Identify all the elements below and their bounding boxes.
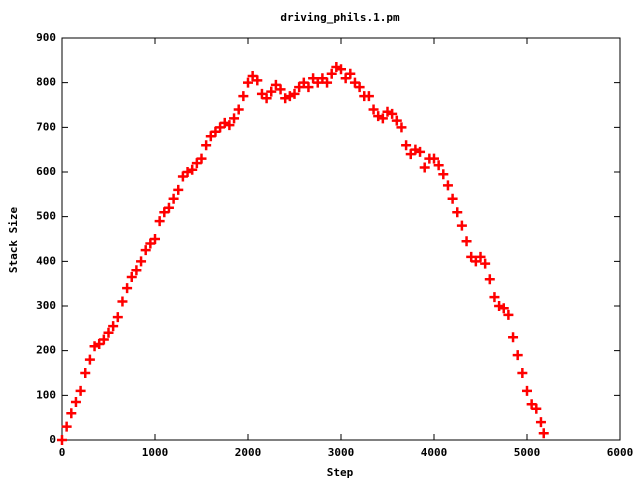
y-tick-label: 600 <box>36 165 56 178</box>
chart-title: driving_phils.1.pm <box>280 11 400 24</box>
x-tick-label: 1000 <box>142 446 169 459</box>
x-tick-label: 0 <box>59 446 66 459</box>
point <box>112 312 123 323</box>
point <box>452 207 463 218</box>
point <box>238 91 249 102</box>
point <box>363 91 374 102</box>
point <box>345 68 356 79</box>
y-axis-label: Stack Size <box>7 207 20 274</box>
point <box>415 146 426 157</box>
y-tick-label: 200 <box>36 344 56 357</box>
point <box>233 104 244 115</box>
point <box>538 428 549 439</box>
point <box>326 68 337 79</box>
point <box>108 321 119 332</box>
point <box>522 385 532 396</box>
y-tick-label: 300 <box>36 299 56 312</box>
point <box>173 184 184 195</box>
point <box>75 385 86 396</box>
point <box>126 271 137 282</box>
point <box>131 265 142 276</box>
point <box>354 82 365 93</box>
point <box>229 113 240 124</box>
point <box>275 84 286 95</box>
y-tick-label: 700 <box>36 120 56 133</box>
point <box>303 82 314 93</box>
point <box>461 236 472 247</box>
plot-frame <box>61 37 621 441</box>
y-tick-label: 800 <box>36 76 56 89</box>
point <box>117 296 128 307</box>
point <box>442 180 453 191</box>
x-tick-label: 2000 <box>235 446 262 459</box>
x-axis-label: Step <box>327 466 354 479</box>
point <box>70 397 81 408</box>
point <box>391 115 402 126</box>
point <box>266 86 277 97</box>
point <box>498 303 509 314</box>
point <box>512 350 523 361</box>
point <box>289 88 300 99</box>
point <box>80 368 91 378</box>
point <box>508 332 519 343</box>
point <box>196 153 207 164</box>
x-tick-label: 6000 <box>607 446 634 459</box>
y-tick-label: 900 <box>36 31 56 44</box>
x-tick-label: 3000 <box>328 446 355 459</box>
point <box>261 93 272 104</box>
point <box>252 75 263 86</box>
point <box>429 153 439 164</box>
point <box>377 113 388 124</box>
point <box>419 162 430 173</box>
x-tick-label: 5000 <box>514 446 541 459</box>
point <box>475 251 486 262</box>
point <box>447 193 458 204</box>
point <box>243 77 253 88</box>
y-tick-label: 400 <box>36 254 56 267</box>
point <box>438 169 449 180</box>
point <box>103 327 114 338</box>
point <box>484 274 495 285</box>
point <box>122 283 133 294</box>
y-tick-label: 500 <box>36 210 56 223</box>
point <box>433 160 444 171</box>
point <box>140 245 151 256</box>
point <box>168 193 179 204</box>
point <box>535 417 546 428</box>
point <box>503 309 514 320</box>
point <box>456 220 467 231</box>
point <box>57 435 67 445</box>
point <box>480 258 491 269</box>
point <box>489 292 500 303</box>
point <box>66 408 77 419</box>
point <box>336 64 346 75</box>
point <box>401 140 412 151</box>
point <box>98 334 109 345</box>
point <box>322 77 333 88</box>
point <box>368 104 379 115</box>
point <box>396 122 407 133</box>
point <box>136 256 147 267</box>
y-tick-label: 0 <box>49 433 56 446</box>
point <box>154 216 165 227</box>
point <box>84 354 95 365</box>
point <box>224 120 235 131</box>
point <box>61 421 72 432</box>
point <box>517 368 528 378</box>
point <box>201 140 212 151</box>
point <box>531 403 542 414</box>
x-tick-label: 4000 <box>421 446 448 459</box>
point <box>150 234 160 244</box>
point <box>187 164 198 175</box>
point <box>387 108 398 119</box>
y-tick-label: 100 <box>36 388 56 401</box>
point <box>163 202 174 213</box>
